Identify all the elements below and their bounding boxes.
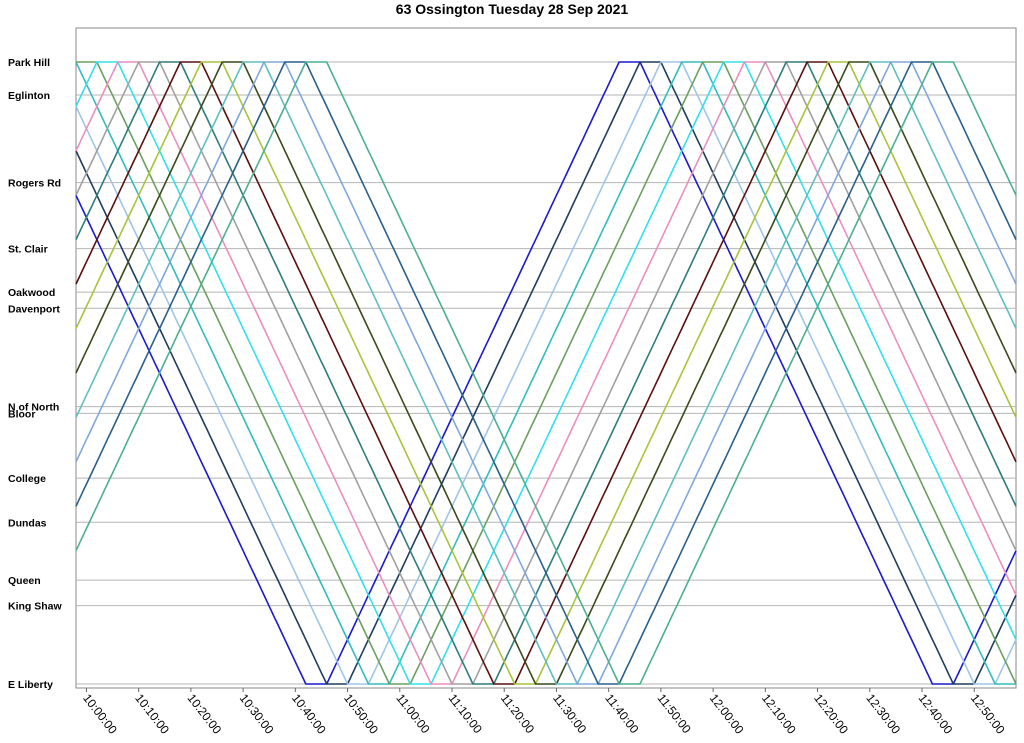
trip-line (75, 61, 1017, 685)
stop-label: Bloor (8, 408, 35, 420)
time-label: 10:00:00 (80, 691, 120, 737)
time-label: 12:00:00 (707, 691, 747, 737)
trip-line (75, 61, 1017, 685)
time-labels: 10:00:00 10:10:00 10:20:00 10:30:00 10:40:00… (80, 688, 1008, 737)
grid-lines (76, 61, 1016, 685)
time-label: 10:30:00 (237, 691, 277, 737)
trip-line (75, 61, 1017, 685)
stop-label: St. Clair (8, 244, 48, 256)
stop-label: E Liberty (8, 679, 53, 691)
time-label: 11:30:00 (550, 691, 589, 736)
stop-label: N of North (8, 402, 59, 414)
trip-line (76, 61, 1017, 685)
trip-line (75, 61, 1017, 685)
time-label: 11:00:00 (393, 691, 432, 736)
time-label: 10:10:00 (132, 691, 172, 737)
stop-label: Park Hill (8, 57, 50, 69)
stop-label: Davenport (8, 303, 60, 315)
time-label: 10:50:00 (341, 691, 381, 737)
stop-label: Rogers Rd (8, 178, 61, 190)
time-label: 10:40:00 (289, 691, 329, 737)
plot-area (75, 27, 1017, 689)
trip-line (75, 61, 1017, 685)
time-label: 11:20:00 (498, 691, 537, 736)
time-label: 11:10:00 (446, 691, 485, 736)
stop-label: Eglinton (8, 90, 50, 102)
trip-lines (75, 61, 1017, 685)
chart-title: 63 Ossington Tuesday 28 Sep 2021 (395, 1, 629, 17)
stop-label: Oakwood (8, 287, 55, 299)
stop-label: Queen (8, 575, 41, 587)
time-label: 12:30:00 (863, 691, 903, 737)
stop-label: College (8, 473, 46, 485)
time-label: 12:50:00 (968, 691, 1008, 737)
trip-line (75, 61, 1017, 685)
stop-label: Dundas (8, 517, 47, 529)
stop-label: King Shaw (8, 601, 63, 613)
time-label: 10:20:00 (185, 691, 225, 737)
time-label: 11:40:00 (602, 691, 641, 736)
time-label: 12:20:00 (811, 691, 851, 737)
time-label: 12:40:00 (916, 691, 956, 737)
trip-line (75, 61, 1017, 685)
time-label: 11:50:00 (655, 691, 694, 736)
trip-line (75, 61, 1017, 685)
trip-line (75, 61, 1016, 685)
trip-line (75, 61, 1017, 685)
trip-line (75, 61, 1017, 685)
time-label: 12:10:00 (759, 691, 799, 737)
stop-labels: Park Hill Eglinton Rogers Rd St. Clair Oakwo… (8, 57, 63, 691)
